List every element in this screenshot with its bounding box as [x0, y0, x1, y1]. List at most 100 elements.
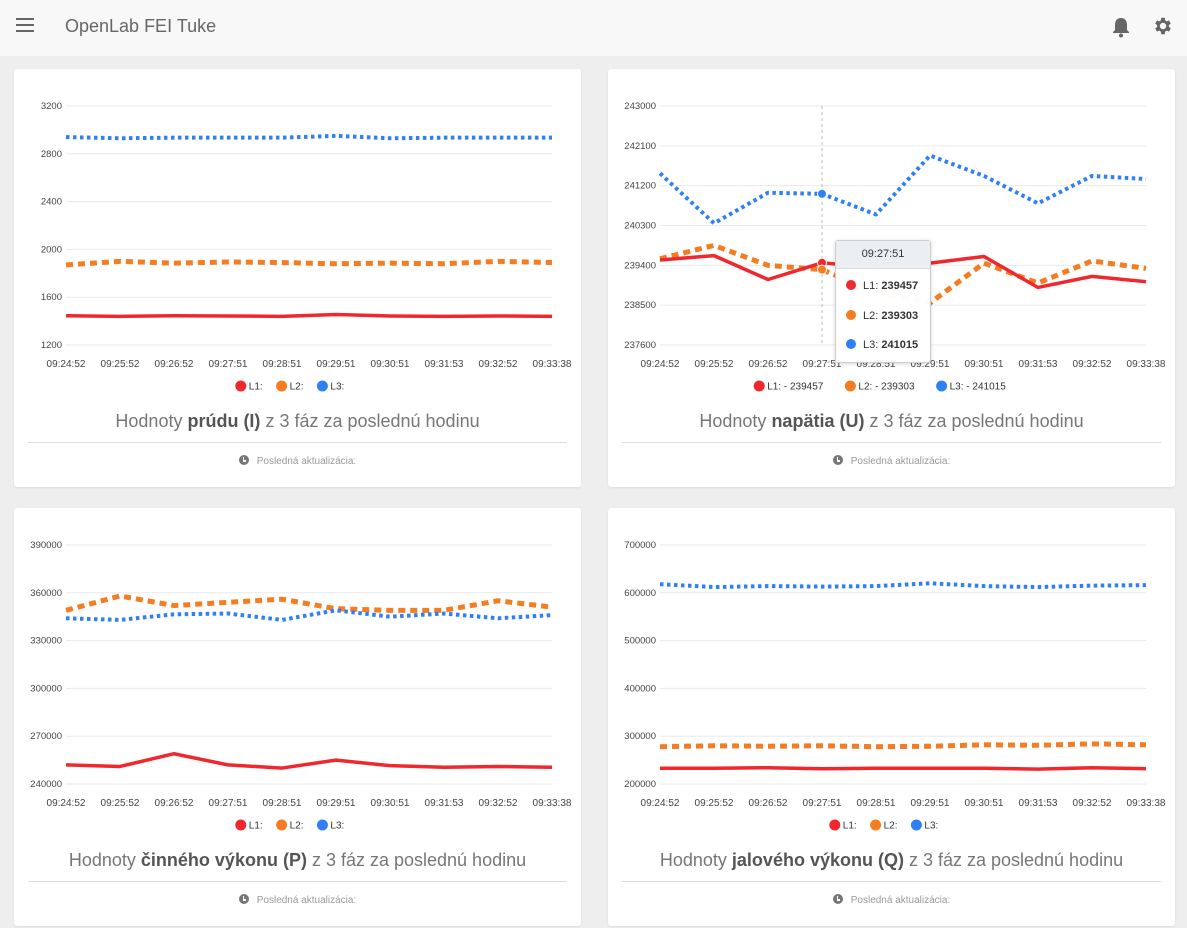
x-tick-label: 09:26:52 [155, 359, 194, 370]
legend-dot-l3[interactable] [910, 819, 922, 831]
y-tick-label: 330000 [30, 636, 62, 647]
legend-dot-l3[interactable] [936, 380, 948, 392]
legend-dot-l1[interactable] [235, 819, 247, 831]
y-tick-label: 243000 [624, 101, 656, 112]
legend-label-l2[interactable]: L2: [290, 382, 304, 393]
legend-label-l2[interactable]: L2: - 239303 [858, 382, 915, 393]
reactive-power-chart[interactable]: 200000 300000 400000 500000 600000 700000 09:2… [608, 508, 1175, 838]
x-tick-label: 09:25:52 [695, 798, 734, 809]
y-tick-label: 1600 [41, 292, 62, 303]
legend-dot-l1[interactable] [829, 819, 841, 831]
legend-label-l2[interactable]: L2: [290, 821, 304, 832]
series-line-l1 [660, 765, 1147, 771]
last-update: Posledná aktualizácia: [14, 455, 581, 467]
menu-icon[interactable] [16, 18, 34, 32]
x-tick-label: 09:31:53 [425, 359, 464, 370]
x-tick-label: 09:31:53 [1019, 798, 1058, 809]
divider [28, 881, 567, 882]
x-tick-label: 09:28:51 [857, 798, 896, 809]
x-tick-label: 09:33:38 [533, 359, 572, 370]
chart-card-active-power: 240000 270000 300000 330000 360000 390000 09:2… [14, 508, 581, 926]
x-tick-label: 09:28:51 [263, 359, 302, 370]
x-tick-label: 09:27:51 [209, 798, 248, 809]
y-tick-label: 240000 [30, 779, 62, 790]
series-line-l3 [659, 581, 1147, 590]
tooltip-time: 09:27:51 [836, 241, 930, 269]
x-tick-label: 09:25:52 [101, 359, 140, 370]
l2-dot-icon [846, 310, 856, 320]
series-line-l3 [65, 133, 552, 141]
x-tick-label: 09:33:38 [1127, 798, 1166, 809]
chart-title: Hodnoty činného výkonu (P) z 3 fáz za po… [68, 850, 527, 870]
legend-label-l1[interactable]: L1: - 239457 [767, 382, 824, 393]
x-tick-label: 09:31:53 [1019, 359, 1058, 370]
current-chart[interactable]: 1200 1600 2000 2400 2800 3200 09:24:52 09:25:52… [14, 69, 581, 399]
divider [622, 442, 1161, 443]
y-tick-label: 360000 [30, 588, 62, 599]
l3-dot-icon [846, 339, 856, 349]
legend-dot-l3[interactable] [316, 380, 328, 392]
legend-dot-l1[interactable] [235, 380, 247, 392]
clock-icon [238, 455, 249, 465]
x-tick-label: 09:24:52 [47, 798, 86, 809]
x-tick-label: 09:26:52 [749, 359, 788, 370]
y-tick-label: 600000 [624, 588, 656, 599]
x-tick-label: 09:33:38 [533, 798, 572, 809]
last-update: Posledná aktualizácia: [608, 455, 1175, 467]
x-tick-label: 09:32:52 [479, 798, 518, 809]
legend-dot-l2[interactable] [844, 380, 856, 392]
y-tick-label: 241200 [624, 181, 656, 192]
chart-legend: L1: L2: L3: [235, 380, 344, 393]
series-line-l3 [65, 608, 553, 622]
legend-label-l3[interactable]: L3: [330, 821, 344, 832]
legend-label-l1[interactable]: L1: [249, 382, 263, 393]
series-line-l1 [65, 312, 553, 319]
legend-dot-l2[interactable] [870, 819, 882, 831]
x-tick-label: 09:32:52 [1073, 798, 1112, 809]
bell-icon[interactable] [1111, 16, 1131, 38]
l1-dot-icon [846, 280, 856, 290]
legend-label-l2[interactable]: L2: [884, 821, 898, 832]
chart-card-voltage: 237600 238500 239400 240300 241200 242100 2430… [608, 69, 1175, 487]
y-tick-label: 237600 [624, 340, 656, 351]
legend-label-l1[interactable]: L1: [843, 821, 857, 832]
tooltip-row-l2: L2: 239303 [846, 309, 918, 323]
tooltip-row-l1: L1: 239457 [846, 279, 918, 293]
legend-label-l3[interactable]: L3: [330, 382, 344, 393]
chart-title: Hodnoty jalového výkonu (Q) z 3 fáz za p… [659, 850, 1124, 870]
x-tick-label: 09:25:52 [695, 359, 734, 370]
x-tick-label: 09:29:51 [317, 798, 356, 809]
x-tick-label: 09:24:52 [641, 359, 680, 370]
legend-dot-l2[interactable] [276, 819, 288, 831]
chart-card-current: 1200 1600 2000 2400 2800 3200 09:24:52 09:25:52… [14, 69, 581, 487]
y-tick-label: 2800 [41, 149, 62, 160]
last-update: Posledná aktualizácia: [14, 894, 581, 906]
last-update: Posledná aktualizácia: [608, 894, 1175, 906]
y-tick-label: 300000 [30, 683, 62, 694]
divider [622, 881, 1161, 882]
y-tick-label: 2000 [41, 244, 62, 255]
clock-icon [238, 894, 249, 904]
active-power-chart[interactable]: 240000 270000 300000 330000 360000 390000 09:2… [14, 508, 581, 838]
chart-legend: L1: L2: L3: [829, 819, 938, 832]
voltage-chart[interactable]: 237600 238500 239400 240300 241200 242100 2430… [608, 69, 1175, 399]
legend-dot-l1[interactable] [753, 380, 765, 392]
x-tick-label: 09:28:51 [857, 359, 896, 370]
y-tick-label: 238500 [624, 300, 656, 311]
y-tick-label: 400000 [624, 683, 656, 694]
legend-dot-l2[interactable] [276, 380, 288, 392]
series-line-l2 [65, 258, 553, 268]
legend-label-l3[interactable]: L3: - 241015 [950, 382, 1007, 393]
x-tick-label: 09:27:51 [803, 359, 842, 370]
x-tick-label: 09:27:51 [209, 359, 248, 370]
y-tick-label: 300000 [624, 731, 656, 742]
series-line-l1 [65, 751, 553, 770]
hover-marker-l3 [817, 188, 827, 199]
legend-dot-l3[interactable] [316, 819, 328, 831]
y-tick-label: 240300 [624, 221, 656, 232]
legend-label-l1[interactable]: L1: [249, 821, 263, 832]
x-tick-label: 09:33:38 [1127, 359, 1166, 370]
legend-label-l3[interactable]: L3: [924, 821, 938, 832]
chart-legend: L1: L2: L3: [235, 819, 344, 832]
gear-icon[interactable] [1152, 15, 1174, 37]
